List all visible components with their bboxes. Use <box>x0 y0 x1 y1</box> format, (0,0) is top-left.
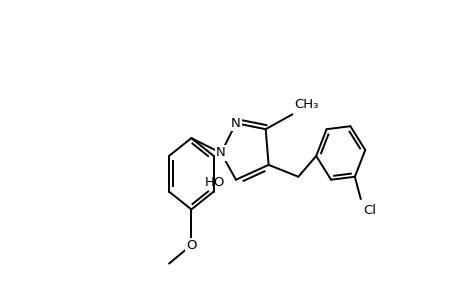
Text: CH₃: CH₃ <box>293 98 318 111</box>
Text: N: N <box>216 146 225 160</box>
Text: Cl: Cl <box>363 203 376 217</box>
Text: HO: HO <box>205 176 225 189</box>
Text: O: O <box>186 238 196 252</box>
Text: N: N <box>230 117 241 130</box>
